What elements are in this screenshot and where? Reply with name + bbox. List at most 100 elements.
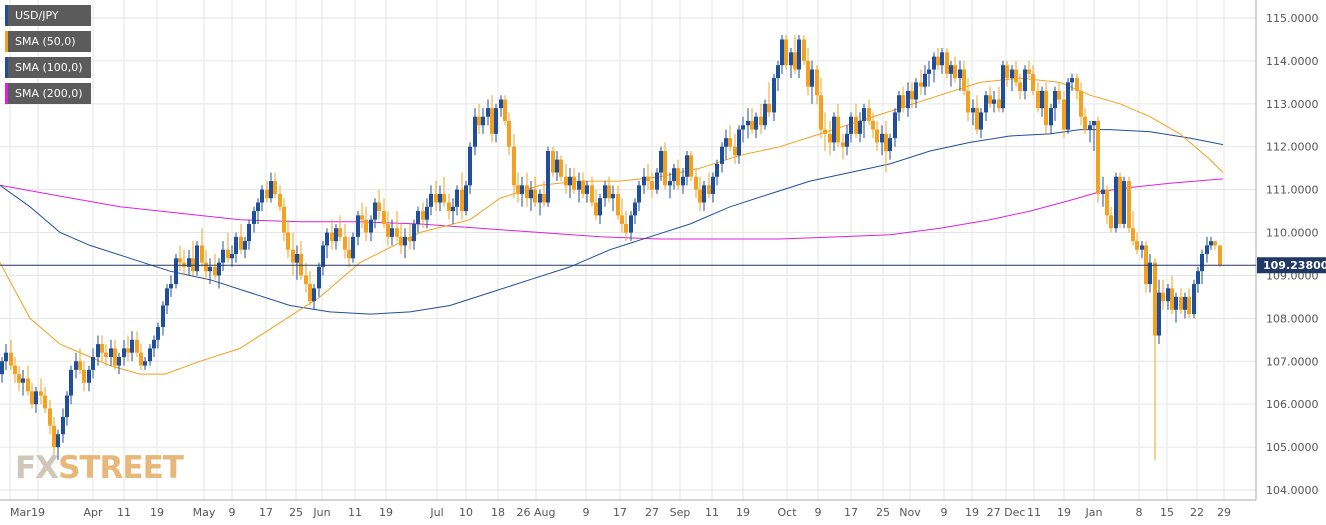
legend-item-sma200[interactable]: SMA (200,0)	[5, 83, 91, 104]
legend-swatch	[5, 83, 8, 104]
candle-body	[1118, 176, 1122, 224]
candle-body	[559, 159, 563, 177]
candle-body	[399, 236, 403, 246]
candle-body	[698, 189, 702, 203]
candle-body	[100, 344, 104, 353]
candle-body	[564, 176, 568, 186]
candle-body	[91, 356, 95, 370]
candle-body	[646, 176, 650, 182]
x-tick-label: 9	[229, 506, 236, 519]
candle-body	[806, 60, 810, 87]
candle-body	[663, 151, 667, 186]
legend-item-usdjpy[interactable]: USD/JPY	[5, 5, 91, 26]
candle-body	[295, 254, 299, 263]
candle-body	[763, 103, 767, 126]
candle-body	[165, 288, 169, 306]
x-tick-label: Sep	[670, 506, 691, 519]
candle-body	[109, 348, 113, 357]
x-tick-label: 25	[289, 506, 303, 519]
candle-body	[442, 193, 446, 203]
candle-body	[486, 108, 490, 117]
candle-body	[17, 374, 21, 383]
candle-body	[512, 146, 516, 186]
candle-body	[815, 69, 819, 96]
x-tick-label: Nov	[899, 506, 921, 519]
candle-body	[754, 116, 758, 130]
candle-body	[724, 138, 728, 147]
candle-body	[356, 215, 360, 237]
x-tick-label: 19	[965, 506, 979, 519]
candle-body	[906, 90, 910, 109]
candle-body	[525, 185, 529, 199]
candle-body	[256, 202, 260, 212]
candle-body	[221, 249, 225, 263]
candle-body	[1010, 69, 1014, 79]
candle-body	[447, 202, 451, 212]
candle-body	[551, 151, 555, 173]
candle-body	[733, 146, 737, 156]
candle-body	[538, 193, 542, 203]
x-tick-label: 8	[1136, 506, 1143, 519]
candle-body	[30, 391, 34, 405]
candle-body	[56, 434, 60, 448]
x-tick-label: 25	[876, 506, 890, 519]
candle-body	[408, 236, 412, 242]
candle-body	[265, 189, 269, 199]
x-tick-label: 19	[31, 506, 45, 519]
candle-body	[767, 103, 771, 113]
candle-body	[858, 120, 862, 134]
candle-body	[1079, 90, 1083, 117]
candle-body	[750, 120, 754, 130]
x-tick-label: 11	[348, 506, 362, 519]
candle-body	[403, 236, 407, 246]
candle-body	[269, 181, 273, 199]
candle-body	[174, 258, 178, 285]
candle-body	[533, 189, 537, 203]
candle-body	[802, 39, 806, 61]
candle-body	[1023, 69, 1027, 91]
candle-body	[919, 82, 923, 87]
candle-body	[1088, 125, 1092, 130]
y-tick-label: 108.0000	[1266, 312, 1319, 325]
candle-body	[1101, 189, 1105, 194]
candle-body	[1196, 271, 1200, 285]
candle-body	[43, 395, 47, 409]
candle-body	[139, 352, 143, 366]
candle-body	[0, 361, 4, 375]
candle-body	[776, 65, 780, 79]
candle-body	[377, 202, 381, 212]
candle-body	[503, 99, 507, 121]
candle-body	[52, 425, 56, 448]
legend-item-sma50[interactable]: SMA (50,0)	[5, 31, 91, 52]
x-tick-label: 10	[459, 506, 473, 519]
candle-body	[1153, 262, 1157, 336]
candle-body	[421, 211, 425, 220]
candle-body	[21, 378, 25, 383]
x-tick-label: 17	[259, 506, 273, 519]
candle-body	[494, 108, 498, 134]
candle-body	[650, 181, 654, 190]
legend-item-sma100[interactable]: SMA (100,0)	[5, 57, 91, 78]
candle-body	[481, 116, 485, 126]
candle-body	[927, 69, 931, 74]
candle-body	[9, 352, 13, 366]
candle-body	[468, 146, 472, 186]
candle-body	[516, 185, 520, 194]
candle-body	[914, 82, 918, 100]
candle-body	[1014, 69, 1018, 83]
candle-body	[577, 181, 581, 190]
candle-body	[460, 189, 464, 212]
candle-body	[1062, 99, 1066, 130]
candle-body	[87, 369, 91, 383]
candle-body	[1049, 108, 1053, 126]
candle-body	[148, 348, 152, 362]
candle-body	[369, 219, 373, 233]
x-tick-label: Mar	[10, 506, 31, 519]
candle-body	[286, 232, 290, 250]
x-tick-label: 9	[941, 506, 948, 519]
y-tick-label: 110.0000	[1266, 227, 1319, 240]
x-tick-label: Jun	[312, 506, 330, 519]
x-tick-label: 26 Aug	[517, 506, 556, 519]
candle-body	[888, 138, 892, 152]
